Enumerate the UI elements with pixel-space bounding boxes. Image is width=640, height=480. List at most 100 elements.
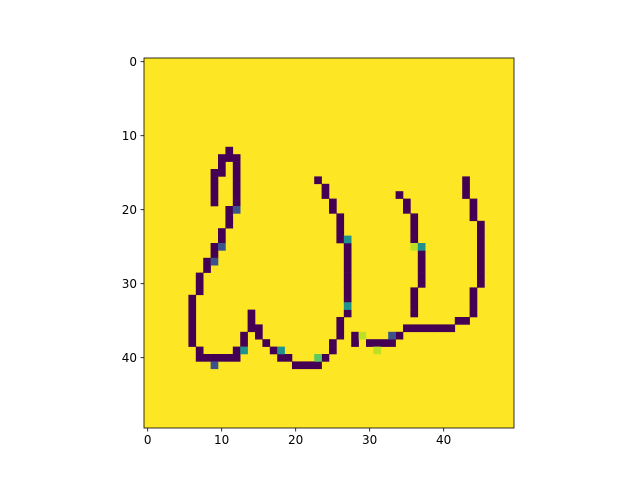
heatmap-cell bbox=[469, 309, 478, 318]
heatmap-cell bbox=[188, 331, 197, 340]
heatmap-cell bbox=[188, 294, 197, 303]
heatmap-cell bbox=[195, 272, 204, 281]
heatmap-cell bbox=[417, 324, 426, 333]
heatmap-cell bbox=[329, 346, 337, 355]
heatmap-cell bbox=[343, 257, 352, 266]
heatmap-cell bbox=[210, 176, 219, 185]
heatmap-cell bbox=[336, 228, 345, 236]
y-tick-label: 20 bbox=[122, 203, 137, 217]
axes-frame bbox=[143, 57, 515, 429]
heatmap-cell bbox=[462, 183, 470, 192]
heatmap-cell bbox=[351, 339, 359, 347]
x-tick-label: 20 bbox=[288, 433, 303, 447]
heatmap-cell bbox=[218, 228, 226, 236]
heatmap-cell bbox=[477, 280, 485, 288]
heatmap-cell bbox=[469, 198, 478, 207]
heatmap-cell bbox=[232, 198, 241, 207]
heatmap-cell bbox=[329, 339, 337, 347]
heatmap-cell bbox=[225, 213, 234, 222]
heatmap-cell bbox=[225, 146, 234, 155]
heatmap-cell bbox=[410, 302, 419, 310]
heatmap-cell bbox=[336, 235, 345, 244]
heatmap-cell bbox=[203, 265, 211, 273]
heatmap-cell bbox=[336, 317, 345, 325]
heatmap-cell bbox=[292, 361, 300, 370]
heatmap-cell bbox=[247, 324, 256, 333]
heatmap-cell bbox=[358, 331, 367, 340]
heatmap-cell bbox=[425, 324, 433, 333]
heatmap-cell bbox=[417, 272, 426, 281]
heatmap-cell bbox=[314, 361, 322, 370]
heatmap-background-cells bbox=[144, 58, 514, 428]
heatmap-cell bbox=[410, 324, 419, 333]
heatmap-cell bbox=[232, 169, 241, 177]
heatmap-cell bbox=[469, 302, 478, 310]
heatmap-cell bbox=[240, 339, 248, 347]
heatmap-cell bbox=[336, 331, 345, 340]
heatmap-cell bbox=[232, 161, 241, 170]
heatmap-cell bbox=[373, 346, 382, 355]
heatmap-cell bbox=[218, 154, 226, 162]
heatmap-cell bbox=[210, 198, 219, 207]
heatmap-cell bbox=[188, 339, 197, 347]
heatmap-cell bbox=[247, 309, 256, 318]
heatmap-cell bbox=[210, 257, 219, 266]
heatmap-cell bbox=[469, 294, 478, 303]
heatmap-cell bbox=[336, 220, 345, 229]
heatmap-cell bbox=[477, 265, 485, 273]
heatmap-cell bbox=[410, 228, 419, 236]
heatmap-cell bbox=[329, 206, 337, 214]
y-tick-label: 30 bbox=[122, 277, 137, 291]
heatmap-cell bbox=[299, 361, 308, 370]
heatmap-cell bbox=[351, 331, 359, 340]
heatmap-cell bbox=[417, 250, 426, 259]
heatmap-cell bbox=[232, 154, 241, 162]
heatmap-cell bbox=[343, 280, 352, 288]
heatmap-cell bbox=[314, 176, 322, 185]
y-tick-label: 40 bbox=[122, 351, 137, 365]
heatmap-cell bbox=[232, 176, 241, 185]
heatmap-cell bbox=[321, 354, 330, 362]
heatmap-cell bbox=[395, 331, 404, 340]
heatmap-cell bbox=[343, 287, 352, 296]
heatmap-cell bbox=[321, 191, 330, 199]
heatmap-cell bbox=[195, 280, 204, 288]
heatmap-cell bbox=[403, 324, 411, 333]
heatmap-cell bbox=[225, 206, 234, 214]
heatmap-cell bbox=[366, 339, 374, 347]
heatmap-cell bbox=[262, 339, 271, 347]
heatmap-cell bbox=[188, 324, 197, 333]
heatmap-cell bbox=[380, 339, 389, 347]
heatmap-cell bbox=[225, 354, 234, 362]
heatmap-cell bbox=[417, 243, 426, 251]
heatmap-cell bbox=[240, 331, 248, 340]
heatmap-cell bbox=[343, 294, 352, 303]
heatmap-cell bbox=[410, 235, 419, 244]
heatmap-cell bbox=[329, 198, 337, 207]
heatmap-cell bbox=[255, 324, 263, 333]
x-tick-label: 30 bbox=[362, 433, 377, 447]
heatmap-cell bbox=[247, 317, 256, 325]
heatmap-cell bbox=[343, 302, 352, 310]
heatmap-cell bbox=[432, 324, 441, 333]
heatmap-cell bbox=[321, 183, 330, 192]
x-tick-label: 40 bbox=[436, 433, 451, 447]
heatmap-cell bbox=[477, 272, 485, 281]
heatmap-cell bbox=[210, 191, 219, 199]
heatmap-cells bbox=[144, 58, 514, 428]
heatmap-cell bbox=[373, 339, 382, 347]
heatmap-cell bbox=[469, 287, 478, 296]
heatmap-cell bbox=[395, 191, 404, 199]
heatmap-cell bbox=[410, 294, 419, 303]
heatmap-cell bbox=[218, 354, 226, 362]
heatmap-cell bbox=[343, 265, 352, 273]
heatmap-cell bbox=[210, 250, 219, 259]
heatmap-cell bbox=[203, 257, 211, 266]
heatmap-cell bbox=[218, 235, 226, 244]
heatmap-cell bbox=[410, 220, 419, 229]
heatmap-cell bbox=[447, 324, 456, 333]
heatmap-cell bbox=[240, 346, 248, 355]
heatmap-cell bbox=[477, 228, 485, 236]
heatmap-cell bbox=[195, 354, 204, 362]
